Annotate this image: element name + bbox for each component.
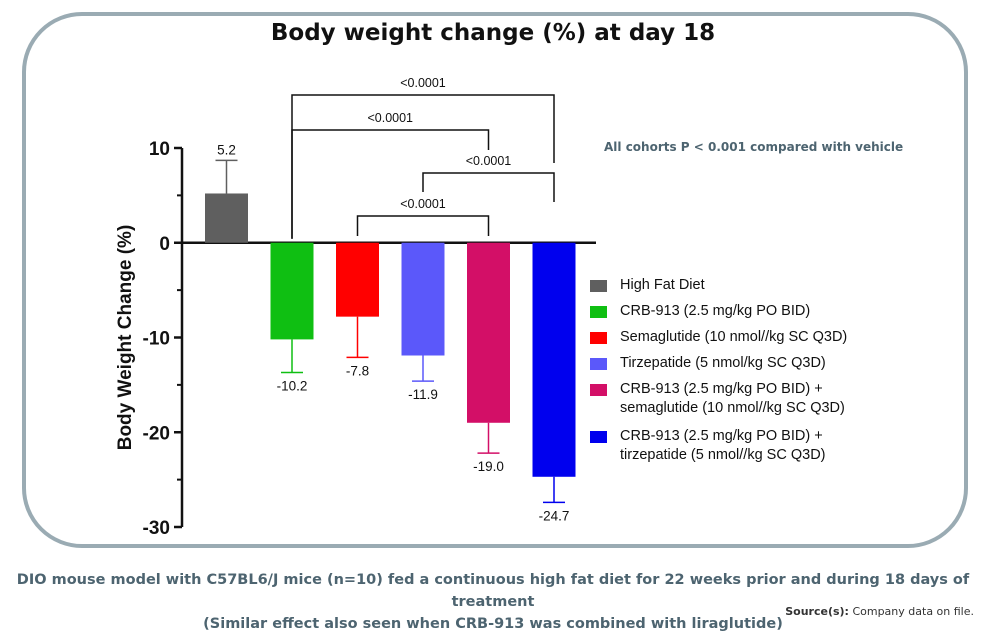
legend-swatch	[590, 332, 607, 344]
figure-caption: DIO mouse model with C57BL6/J mice (n=10…	[0, 569, 986, 635]
chart-title: Body weight change (%) at day 18	[270, 20, 716, 46]
y-axis-label: Body Weight Change (%)	[115, 225, 136, 451]
p-value-label: <0.0001	[400, 76, 446, 90]
p-value-label: <0.0001	[400, 197, 446, 211]
source-label: Source(s):	[785, 605, 849, 618]
legend-swatch	[590, 384, 607, 396]
p-value-label: <0.0001	[367, 111, 413, 125]
bar	[467, 242, 510, 423]
significance-note: All cohorts P < 0.001 compared with vehi…	[604, 140, 904, 154]
p-value-label: <0.0001	[466, 154, 512, 168]
data-label: -11.9	[408, 387, 438, 402]
legend-swatch	[590, 280, 607, 292]
legend-swatch	[590, 358, 607, 370]
data-label: -7.8	[346, 363, 369, 378]
bar	[336, 242, 379, 317]
source-text: Company data on file.	[848, 605, 974, 618]
bar-chart: 10 0 -10 -20 -30 Body Weight Change (%) 5.2 -10…	[115, 76, 596, 539]
significance-bracket	[422, 172, 555, 202]
data-label: 5.2	[217, 142, 236, 157]
bar	[401, 242, 445, 356]
y-tick-label: 10	[149, 139, 170, 160]
data-label: -10.2	[277, 379, 308, 394]
bar	[532, 242, 576, 477]
legend-label: High Fat Diet	[620, 277, 705, 293]
bar	[205, 193, 248, 243]
y-tick-label: -30	[143, 518, 170, 539]
caption-line-1: DIO mouse model with C57BL6/J mice (n=10…	[16, 572, 970, 610]
y-tick-label: -10	[143, 329, 170, 350]
y-tick-label: 0	[159, 234, 170, 255]
data-label: -24.7	[539, 508, 570, 523]
legend-label: CRB-913 (2.5 mg/kg PO BID) + semaglutide …	[620, 381, 845, 416]
y-tick-label: -20	[143, 423, 170, 444]
legend-swatch	[590, 431, 607, 443]
data-label: -19.0	[473, 459, 504, 474]
legend-label: CRB-913 (2.5 mg/kg PO BID) + tirzepatide …	[620, 428, 826, 463]
significance-bracket	[291, 129, 490, 239]
legend-label: Semaglutide (10 nmol//kg SC Q3D)	[620, 329, 848, 345]
bar	[270, 242, 314, 340]
source-note: Source(s): Company data on file.	[785, 605, 974, 618]
significance-bracket	[291, 94, 555, 239]
legend-swatch	[590, 306, 607, 318]
legend-label: Tirzepatide (5 nmol/kg SC Q3D)	[620, 355, 826, 371]
significance-bracket	[356, 215, 490, 236]
legend-label: CRB-913 (2.5 mg/kg PO BID)	[620, 303, 811, 319]
